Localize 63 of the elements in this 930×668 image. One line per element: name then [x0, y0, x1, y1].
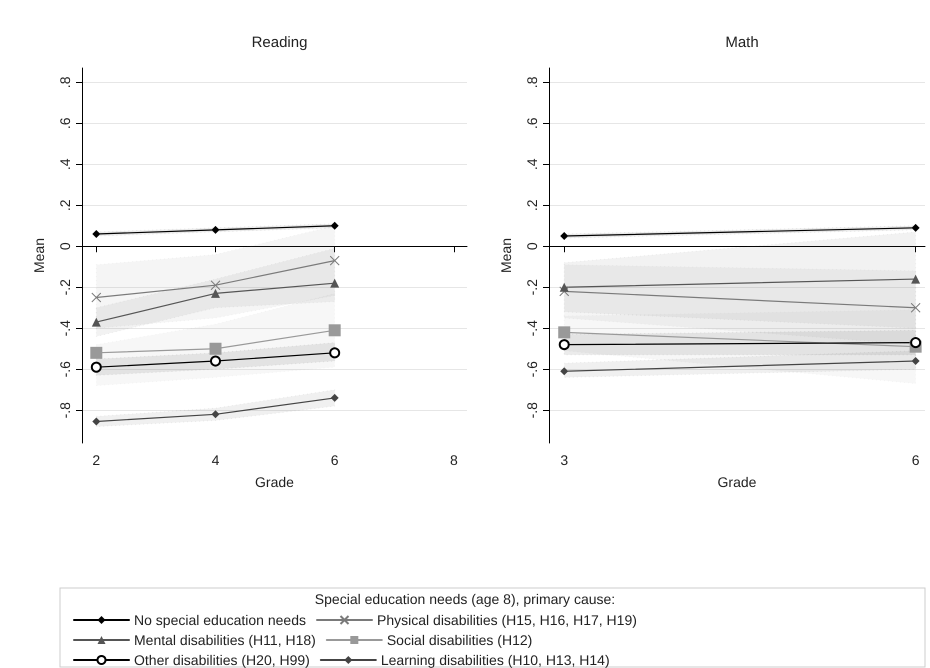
legend-label: Mental disabilities (H11, H18) [134, 632, 316, 648]
point [329, 347, 340, 358]
x-tick-label: 6 [330, 452, 339, 468]
legend-label: No special education needs [134, 612, 306, 628]
legend-label: Learning disabilities (H10, H13, H14) [380, 652, 610, 668]
point [560, 232, 568, 240]
point [92, 318, 101, 327]
point [330, 394, 339, 402]
y-tick-label: -.8 [57, 402, 73, 418]
y-tick-label: -.4 [57, 320, 73, 336]
point [328, 324, 341, 336]
y-tick-label: .4 [524, 158, 540, 170]
legend-label: Other disabilities (H20, H99) [134, 652, 310, 668]
y-tick-label: .2 [57, 199, 73, 212]
x-tick-label: 3 [560, 452, 568, 468]
point [910, 337, 922, 348]
point [910, 302, 921, 313]
point [90, 362, 102, 373]
y-tick-label: -.2 [57, 278, 73, 296]
point [560, 367, 568, 376]
y-axis-title: Mean [498, 238, 514, 274]
legend-label: Social disabilities (H12) [386, 632, 532, 648]
point [330, 278, 340, 288]
x-tick-label: 6 [912, 452, 920, 468]
point [210, 356, 221, 367]
chart-title: Math [725, 34, 759, 51]
point [91, 292, 102, 303]
y-tick-label: -.4 [524, 320, 540, 336]
point [92, 417, 100, 426]
y-tick-label: 0 [524, 242, 540, 250]
y-axis-title: Mean [31, 238, 47, 274]
point [558, 326, 570, 338]
point [211, 288, 220, 298]
point [92, 230, 100, 238]
point [558, 339, 570, 350]
legend-title: Special education needs (age 8), primary cause: [314, 591, 616, 607]
point [210, 342, 222, 355]
point [212, 226, 220, 234]
x-tick-label: 2 [92, 452, 100, 468]
y-tick-label: -.8 [524, 402, 540, 418]
chart-title: Reading [252, 34, 308, 51]
x-tick-label: 8 [450, 452, 458, 468]
y-tick-label: .6 [57, 117, 73, 130]
point [912, 357, 920, 366]
y-tick-label: .2 [524, 199, 540, 212]
point [210, 280, 220, 290]
point [212, 410, 220, 418]
y-tick-label: 0 [57, 242, 73, 250]
y-tick-label: .8 [57, 76, 73, 88]
point [330, 222, 339, 230]
point [912, 224, 920, 232]
x-tick-label: 4 [212, 452, 220, 468]
y-tick-label: -.6 [57, 360, 73, 378]
y-tick-label: -.2 [524, 278, 540, 296]
y-tick-label: .4 [57, 158, 73, 170]
point [330, 256, 340, 266]
x-axis-title: Grade [255, 474, 294, 490]
y-tick-label: .8 [524, 76, 540, 88]
y-tick-label: -.6 [524, 360, 540, 378]
legend-label: Physical disabilities (H15, H16, H17, H19) [377, 612, 637, 628]
y-tick-label: .6 [524, 117, 540, 130]
x-axis-title: Grade [718, 474, 757, 490]
point [90, 346, 102, 359]
